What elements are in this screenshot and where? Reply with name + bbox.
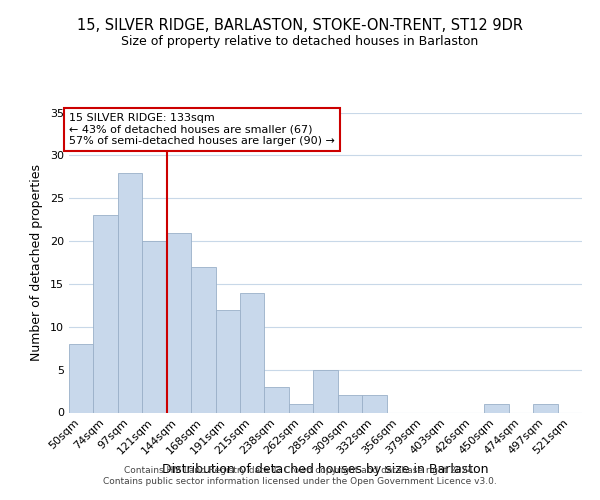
Bar bbox=[215, 310, 240, 412]
Bar bbox=[118, 172, 142, 412]
Y-axis label: Number of detached properties: Number of detached properties bbox=[30, 164, 43, 361]
X-axis label: Distribution of detached houses by size in Barlaston: Distribution of detached houses by size … bbox=[162, 464, 489, 476]
Text: Contains HM Land Registry data © Crown copyright and database right 2024.: Contains HM Land Registry data © Crown c… bbox=[124, 466, 476, 475]
Bar bbox=[142, 241, 167, 412]
Bar bbox=[533, 404, 557, 412]
Bar bbox=[69, 344, 94, 412]
Text: Size of property relative to detached houses in Barlaston: Size of property relative to detached ho… bbox=[121, 35, 479, 48]
Bar bbox=[484, 404, 509, 412]
Text: Contains public sector information licensed under the Open Government Licence v3: Contains public sector information licen… bbox=[103, 477, 497, 486]
Bar bbox=[313, 370, 338, 412]
Bar bbox=[167, 232, 191, 412]
Bar bbox=[289, 404, 313, 412]
Text: 15, SILVER RIDGE, BARLASTON, STOKE-ON-TRENT, ST12 9DR: 15, SILVER RIDGE, BARLASTON, STOKE-ON-TR… bbox=[77, 18, 523, 32]
Bar bbox=[265, 387, 289, 412]
Text: 15 SILVER RIDGE: 133sqm
← 43% of detached houses are smaller (67)
57% of semi-de: 15 SILVER RIDGE: 133sqm ← 43% of detache… bbox=[69, 112, 335, 146]
Bar bbox=[240, 292, 265, 412]
Bar bbox=[94, 216, 118, 412]
Bar bbox=[338, 396, 362, 412]
Bar bbox=[362, 396, 386, 412]
Bar bbox=[191, 267, 215, 412]
